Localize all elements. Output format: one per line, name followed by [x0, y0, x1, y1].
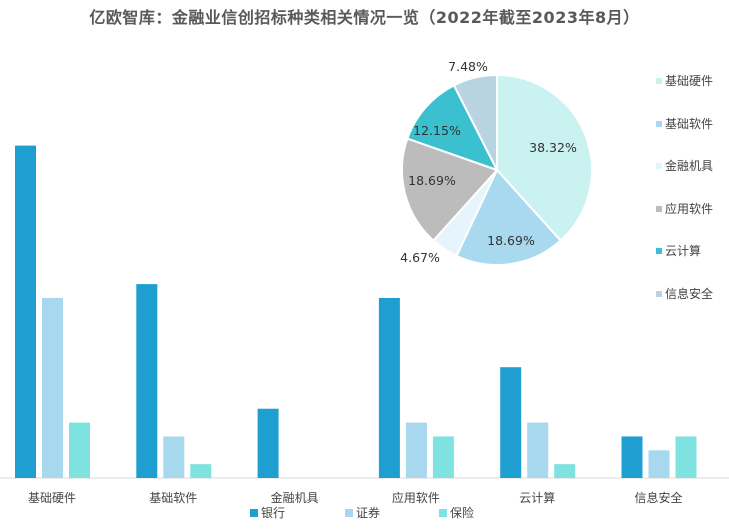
pie-data-label: 4.67%: [400, 250, 440, 265]
bar: [190, 464, 212, 478]
legend-swatch: [345, 509, 353, 517]
bar: [15, 145, 36, 478]
legend-label: 证券: [356, 505, 380, 520]
bar: [432, 436, 454, 478]
legend-label: 信息安全: [665, 286, 713, 301]
legend-label: 银行: [261, 506, 285, 520]
legend-swatch: [656, 121, 662, 127]
bar: [648, 450, 670, 478]
pie-data-label: 18.69%: [408, 173, 456, 188]
legend-swatch: [250, 509, 258, 517]
bar: [257, 408, 279, 478]
legend-label: 保险: [450, 505, 474, 520]
pie-slice: [496, 73, 593, 242]
legend-swatch: [656, 206, 662, 212]
bar: [675, 436, 697, 478]
bar-chart: 基础硬件 基础软件 金融机具 应用软件 云计算 信息安全: [0, 145, 729, 505]
bar: [163, 436, 185, 478]
legend-swatch: [656, 78, 662, 84]
pie-chart: 38.32% 18.69% 4.67% 18.69% 12.15% 7.48%: [400, 59, 593, 266]
bar: [42, 297, 63, 478]
legend-label: 应用软件: [665, 201, 713, 216]
legend-label: 云计算: [665, 243, 701, 258]
bar: [527, 422, 549, 478]
legend-label: 基础软件: [665, 117, 713, 131]
x-tick-label: 信息安全: [634, 490, 682, 505]
bar: [69, 422, 90, 478]
bar: [621, 436, 643, 478]
bar: [500, 367, 522, 478]
pie-data-label: 18.69%: [487, 233, 535, 248]
x-tick-label: 基础硬件: [28, 491, 76, 505]
bar: [136, 284, 158, 478]
pie-slice: [401, 137, 499, 242]
pie-data-label: 7.48%: [448, 59, 488, 74]
legend-label: 金融机具: [665, 158, 713, 173]
x-tick-label: 应用软件: [392, 490, 440, 505]
pie-slice: [452, 73, 498, 171]
pie-slice: [406, 83, 500, 172]
legend-label: 基础硬件: [665, 74, 713, 88]
x-tick-label: 基础软件: [149, 491, 197, 505]
chart-title: 亿欧智库：金融业信创招标种类相关情况一览（2022年截至2023年8月）: [89, 8, 640, 27]
bar: [378, 297, 400, 478]
legend-swatch: [656, 248, 662, 254]
bar: [554, 464, 576, 478]
pie-data-label: 38.32%: [529, 140, 577, 155]
legend-swatch: [656, 163, 662, 169]
x-tick-label: 金融机具: [271, 490, 319, 505]
bar: [405, 422, 427, 478]
legend-swatch: [439, 509, 447, 517]
legend-swatch: [656, 291, 662, 297]
x-tick-label: 云计算: [519, 490, 555, 505]
pie-slice: [455, 168, 563, 266]
pie-data-label: 12.15%: [413, 123, 461, 138]
